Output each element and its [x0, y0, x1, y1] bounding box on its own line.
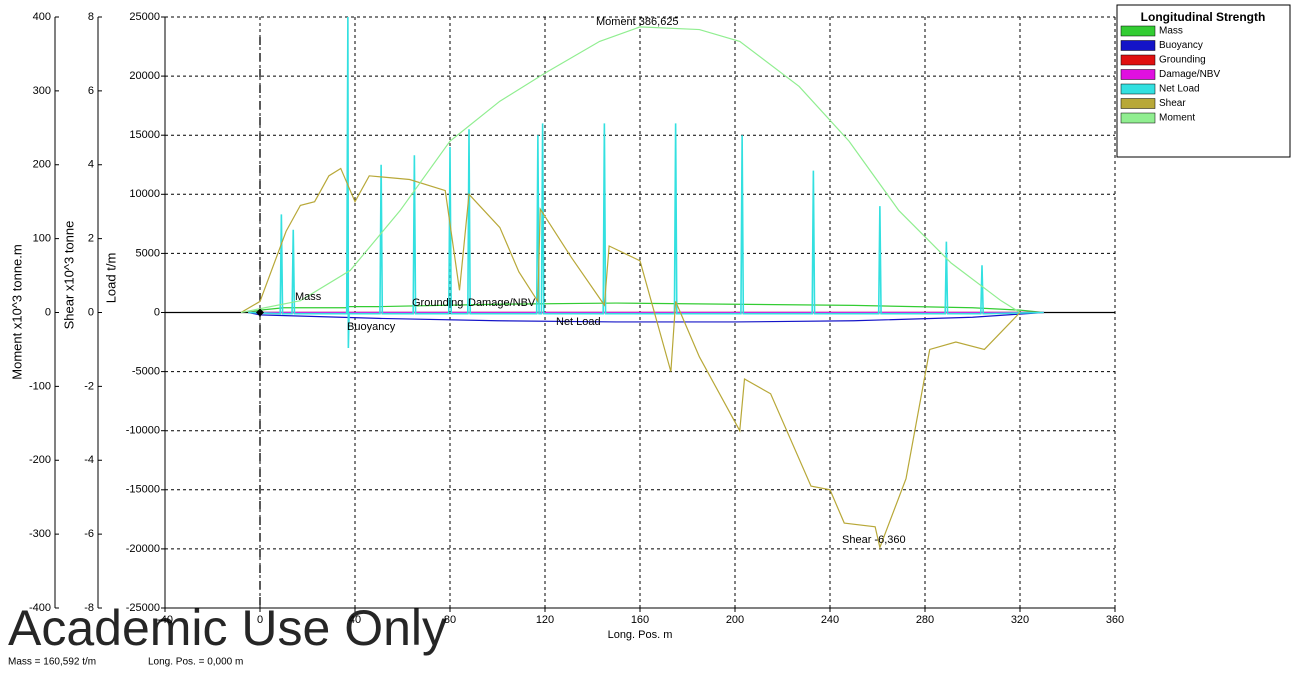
series-line: [248, 302, 1044, 314]
legend-box: [1116, 4, 1291, 158]
x-tick-label: 280: [916, 614, 934, 626]
x-tick-label: 200: [726, 614, 744, 626]
series-line: [248, 311, 1044, 323]
legend-label: Damage/NBV: [1159, 69, 1220, 80]
legend-swatch: [1120, 54, 1156, 66]
y3-tick-label: -300: [29, 528, 51, 540]
y2-tick-label: -2: [84, 380, 94, 392]
y2-axis-title: Shear x10^3 tonne: [61, 221, 76, 330]
y2-tick-label: -8: [84, 602, 94, 614]
legend-label: Net Load: [1159, 84, 1200, 95]
y3-tick-label: 400: [33, 11, 51, 23]
y2-tick-label: 2: [88, 233, 94, 245]
watermark: Academic Use Only: [8, 600, 447, 656]
series-label: Grounding: [412, 297, 463, 309]
y-tick-label: -25000: [126, 602, 160, 614]
x-tick-label: 240: [821, 614, 839, 626]
y-tick-label: 15000: [129, 129, 160, 141]
x-tick-label: -40: [157, 614, 173, 626]
y3-tick-label: -400: [29, 602, 51, 614]
y2-tick-label: 0: [88, 306, 94, 318]
legend-swatch: [1120, 112, 1156, 124]
y-tick-label: -5000: [132, 366, 160, 378]
legend-swatch: [1120, 25, 1156, 37]
series-line: [240, 167, 1021, 550]
y-tick-label: 5000: [136, 247, 160, 259]
legend-swatch: [1120, 98, 1156, 109]
legend-label: Shear: [1159, 98, 1186, 109]
series-label: Buoyancy: [347, 321, 396, 333]
y-tick-label: -15000: [126, 484, 160, 496]
legend-swatch: [1120, 83, 1156, 95]
series-label: Net Load: [556, 316, 601, 328]
x-tick-label: 0: [257, 614, 263, 626]
status-position: Long. Pos. = 0,000 m: [148, 657, 243, 668]
x-tick-label: 40: [349, 614, 361, 626]
series-line: [248, 16, 1044, 348]
series-label: Damage/NBV: [468, 297, 536, 309]
y3-axis-title: Moment x10^3 tonne.m: [9, 244, 24, 379]
legend-title: Longitudinal Strength: [1141, 10, 1266, 24]
x-axis-title: Long. Pos. m: [608, 629, 673, 641]
x-tick-label: 320: [1011, 614, 1029, 626]
y3-tick-label: -200: [29, 454, 51, 466]
y3-tick-label: 200: [33, 159, 51, 171]
origin-marker: [256, 308, 264, 317]
series-label: Mass: [295, 291, 322, 303]
y2-tick-label: 8: [88, 11, 94, 23]
legend-label: Grounding: [1159, 55, 1206, 66]
y2-tick-label: 6: [88, 85, 94, 97]
y2-tick-label: -4: [84, 454, 94, 466]
y3-tick-label: 300: [33, 85, 51, 97]
y3-tick-label: 0: [45, 306, 51, 318]
legend-label: Moment: [1159, 113, 1195, 124]
legend-label: Buoyancy: [1159, 40, 1203, 51]
y-tick-label: -10000: [126, 425, 160, 437]
y2-tick-label: -6: [84, 528, 94, 540]
series-line: [240, 26, 1021, 314]
y2-tick-label: 4: [88, 159, 94, 171]
y-tick-label: 0: [154, 306, 160, 318]
y-tick-label: -20000: [126, 543, 160, 555]
y3-tick-label: 100: [33, 233, 51, 245]
status-mass: Mass = 160,592 t/m: [8, 657, 96, 668]
y3-tick-label: -100: [29, 380, 51, 392]
x-tick-label: 360: [1106, 614, 1124, 626]
legend-swatch: [1120, 40, 1156, 51]
annotation: Shear -6,360: [842, 534, 906, 546]
annotation: Moment 386,625: [596, 16, 679, 28]
legend-swatch: [1120, 69, 1156, 80]
x-tick-label: 80: [444, 614, 456, 626]
legend-label: Mass: [1159, 26, 1183, 37]
y-tick-label: 20000: [129, 70, 160, 82]
y-tick-label: 25000: [129, 11, 160, 23]
y-axis-title: Load t/m: [103, 253, 118, 304]
x-tick-label: 160: [631, 614, 649, 626]
x-tick-label: 120: [536, 614, 554, 626]
y-tick-label: 10000: [129, 188, 160, 200]
